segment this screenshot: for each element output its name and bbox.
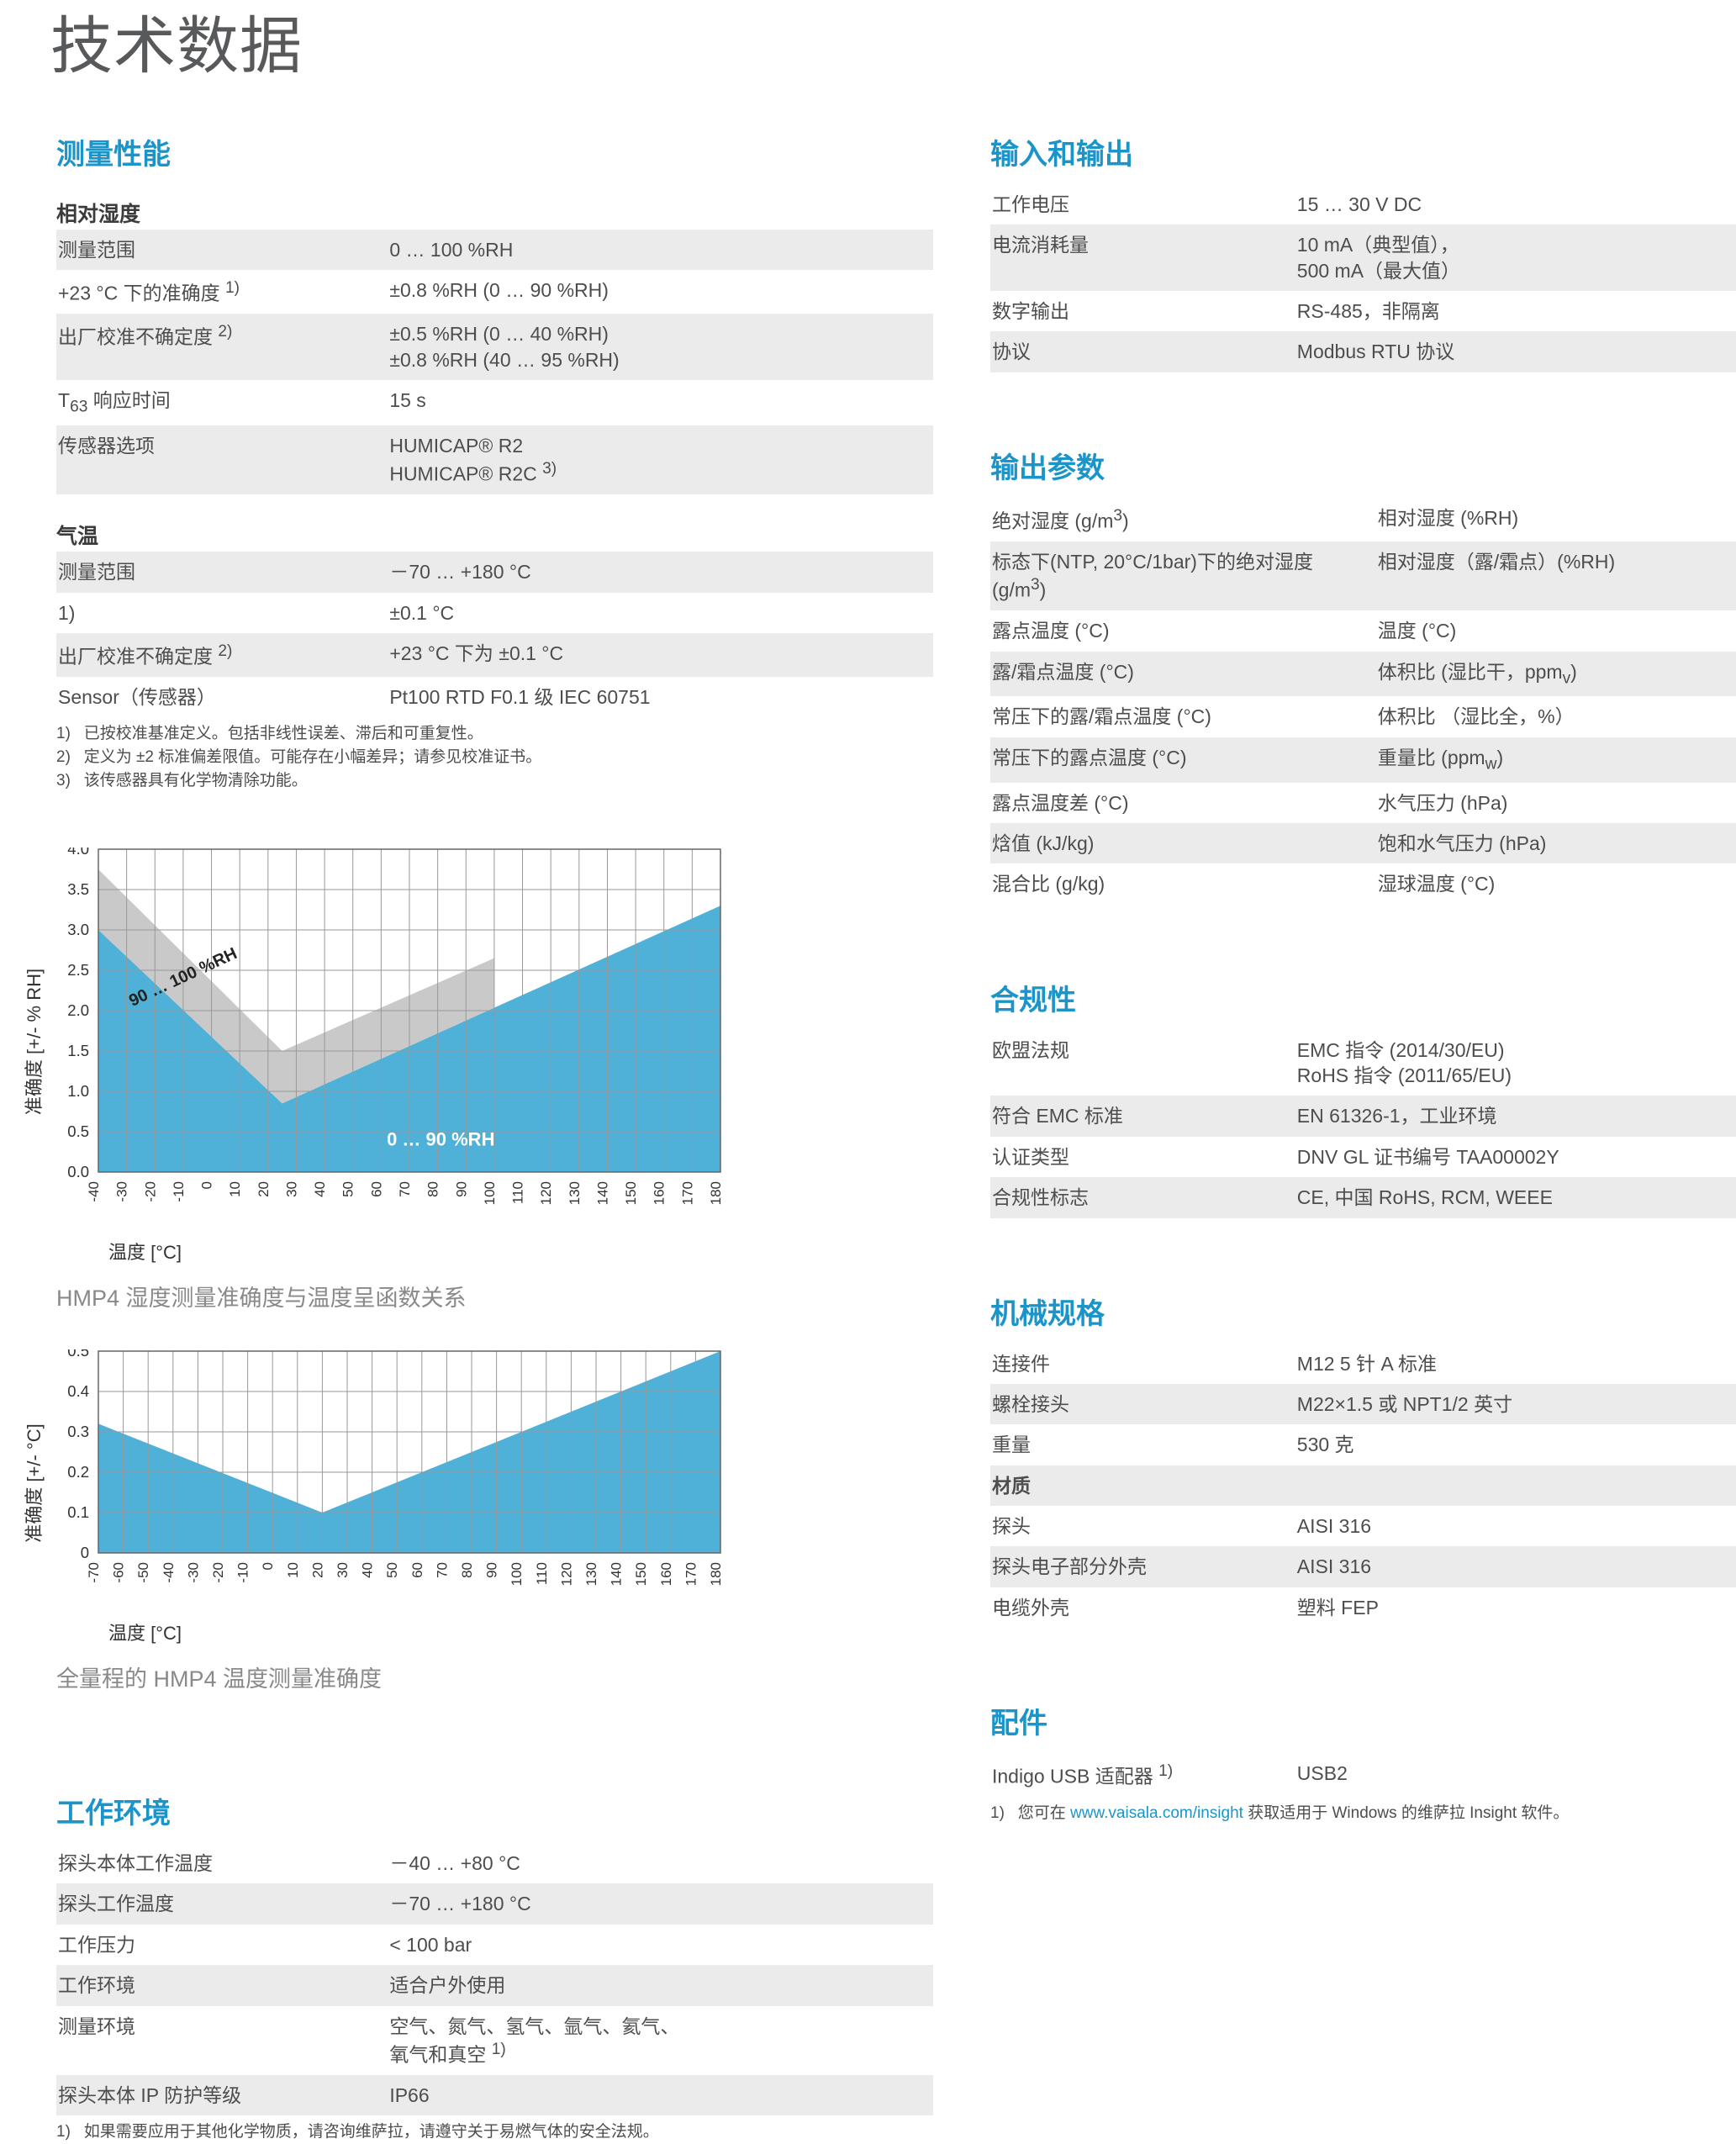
svg-text:20: 20 [309,1562,325,1578]
svg-text:120: 120 [558,1562,574,1586]
svg-text:0.5: 0.5 [67,1122,89,1140]
svg-text:180: 180 [708,1562,722,1586]
svg-text:110: 110 [534,1562,550,1585]
svg-text:70: 70 [434,1562,450,1578]
svg-text:80: 80 [459,1562,475,1578]
svg-text:0: 0 [260,1562,276,1570]
svg-text:-20: -20 [210,1562,226,1583]
svg-text:120: 120 [538,1181,554,1205]
svg-text:0: 0 [81,1544,89,1561]
svg-text:100: 100 [509,1562,525,1586]
svg-text:170: 170 [679,1181,695,1205]
svg-text:30: 30 [335,1562,351,1578]
svg-text:30: 30 [283,1181,299,1197]
svg-text:3.0: 3.0 [67,921,89,938]
svg-text:0.3: 0.3 [67,1423,89,1440]
svg-text:2.0: 2.0 [67,1001,89,1019]
svg-text:130: 130 [567,1181,583,1205]
svg-text:0 … 90 %RH: 0 … 90 %RH [387,1128,494,1149]
svg-text:50: 50 [384,1562,400,1578]
svg-text:170: 170 [683,1562,699,1586]
svg-text:90: 90 [453,1181,469,1197]
svg-text:-30: -30 [185,1562,201,1583]
svg-text:0.1: 0.1 [67,1503,89,1521]
svg-text:10: 10 [227,1181,243,1197]
svg-text:-70: -70 [86,1562,102,1583]
svg-text:4.0: 4.0 [67,848,89,858]
svg-text:90: 90 [484,1562,500,1578]
svg-text:140: 140 [594,1181,610,1205]
svg-text:-20: -20 [142,1181,158,1202]
svg-text:20: 20 [256,1181,272,1197]
svg-text:0.0: 0.0 [67,1163,89,1180]
svg-text:-40: -40 [161,1562,177,1583]
svg-text:-50: -50 [135,1562,151,1583]
svg-text:3.5: 3.5 [67,880,89,898]
svg-text:10: 10 [285,1562,301,1578]
svg-text:0.2: 0.2 [67,1463,89,1481]
svg-text:150: 150 [633,1562,649,1586]
svg-text:40: 40 [312,1181,328,1197]
svg-text:1.0: 1.0 [67,1082,89,1100]
svg-text:-30: -30 [114,1181,130,1202]
svg-text:160: 160 [652,1181,667,1205]
svg-text:130: 130 [583,1562,599,1586]
svg-text:110: 110 [510,1181,526,1204]
svg-text:140: 140 [609,1562,625,1586]
svg-text:1.5: 1.5 [67,1042,89,1059]
svg-text:80: 80 [425,1181,441,1197]
svg-text:0: 0 [199,1181,215,1189]
svg-text:180: 180 [708,1181,722,1205]
svg-text:100: 100 [482,1181,498,1205]
svg-text:-10: -10 [171,1181,187,1202]
svg-text:0.4: 0.4 [67,1382,89,1400]
svg-text:0.5: 0.5 [67,1349,89,1360]
svg-text:-60: -60 [111,1562,127,1583]
svg-text:50: 50 [340,1181,356,1197]
svg-text:40: 40 [360,1562,376,1578]
svg-text:60: 60 [368,1181,384,1197]
svg-text:150: 150 [623,1181,639,1205]
svg-text:-10: -10 [235,1562,251,1583]
svg-text:60: 60 [409,1562,425,1578]
svg-text:160: 160 [658,1562,674,1586]
svg-text:-40: -40 [86,1181,102,1202]
svg-text:70: 70 [397,1181,413,1197]
svg-text:2.5: 2.5 [67,961,89,979]
